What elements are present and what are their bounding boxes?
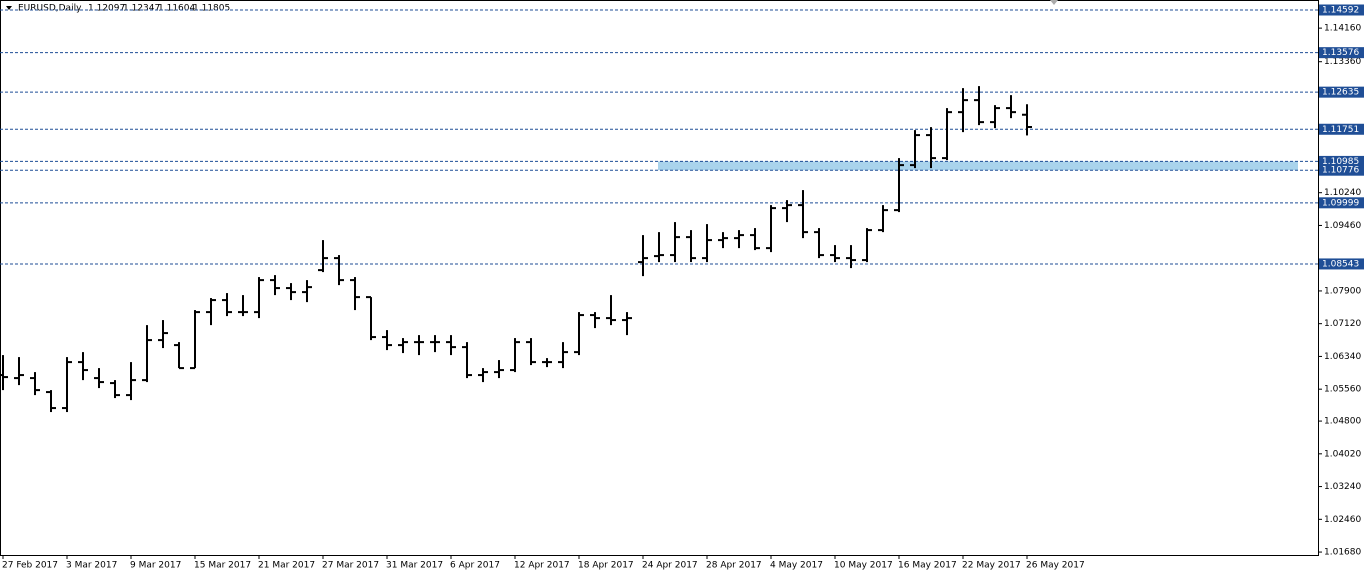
- header-open: 1.12097: [88, 4, 125, 14]
- y-tick-label: 1.07900: [1324, 286, 1361, 296]
- x-tick-label: 18 Apr 2017: [578, 561, 634, 571]
- x-tick-label: 4 May 2017: [770, 561, 823, 571]
- x-tick-label: 31 Mar 2017: [386, 561, 443, 571]
- y-tick-label: 1.09460: [1324, 221, 1361, 231]
- x-tick-label: 3 Mar 2017: [66, 561, 117, 571]
- zone: [658, 161, 1298, 171]
- x-tick-label: 12 Apr 2017: [514, 561, 570, 571]
- level-label: 1.14592: [1322, 5, 1359, 15]
- shift-marker: [1050, 0, 1058, 5]
- x-tick-label: 26 May 2017: [1026, 561, 1085, 571]
- x-tick-label: 15 Mar 2017: [194, 561, 251, 571]
- level-label: 1.11751: [1322, 125, 1359, 135]
- x-tick-label: 27 Feb 2017: [2, 561, 58, 571]
- level-label-box: [1319, 86, 1364, 98]
- x-tick-label: 24 Apr 2017: [642, 561, 698, 571]
- y-tick-label: 1.03240: [1324, 482, 1361, 492]
- y-tick-label: 1.13360: [1324, 57, 1361, 67]
- header-high: 1.12347: [123, 4, 160, 14]
- plot-frame: [0, 0, 1319, 556]
- x-tick-label: 22 May 2017: [962, 561, 1021, 571]
- y-tick-label: 1.01680: [1324, 548, 1361, 558]
- x-tick-label: 27 Mar 2017: [322, 561, 379, 571]
- level-label-box: [1319, 4, 1364, 16]
- y-tick-label: 1.02460: [1324, 515, 1361, 525]
- level-label-box: [1319, 164, 1364, 176]
- y-tick-label: 1.14160: [1324, 24, 1361, 34]
- y-tick-label: 1.06340: [1324, 352, 1361, 362]
- level-label: 1.09999: [1322, 198, 1359, 208]
- y-tick-label: 1.04020: [1324, 449, 1361, 459]
- level-label-box: [1319, 155, 1364, 167]
- level-label: 1.08543: [1322, 259, 1359, 269]
- level-label-box: [1319, 197, 1364, 209]
- y-tick-label: 1.07120: [1324, 319, 1361, 329]
- x-tick-label: 28 Apr 2017: [706, 561, 762, 571]
- x-tick-label: 21 Mar 2017: [258, 561, 315, 571]
- header-low: 1.11604: [158, 4, 195, 14]
- level-label: 1.10776: [1322, 166, 1359, 176]
- x-tick-label: 10 May 2017: [834, 561, 893, 571]
- chart-title: EURUSD,Daily: [18, 4, 82, 14]
- level-label: 1.13576: [1322, 48, 1359, 58]
- y-tick-label: 1.10240: [1324, 188, 1361, 198]
- y-tick-label: 1.05560: [1324, 385, 1361, 395]
- level-label: 1.12635: [1322, 88, 1359, 98]
- x-tick-label: 6 Apr 2017: [450, 561, 500, 571]
- level-label-box: [1319, 123, 1364, 135]
- y-tick-label: 1.04800: [1324, 417, 1361, 427]
- level-label-box: [1319, 258, 1364, 270]
- level-label-box: [1319, 47, 1364, 59]
- x-tick-label: 16 May 2017: [898, 561, 957, 571]
- header-close: 1.11805: [193, 4, 230, 14]
- level-label: 1.10985: [1322, 157, 1359, 167]
- header-arrow: [6, 6, 12, 10]
- x-tick-label: 9 Mar 2017: [130, 561, 181, 571]
